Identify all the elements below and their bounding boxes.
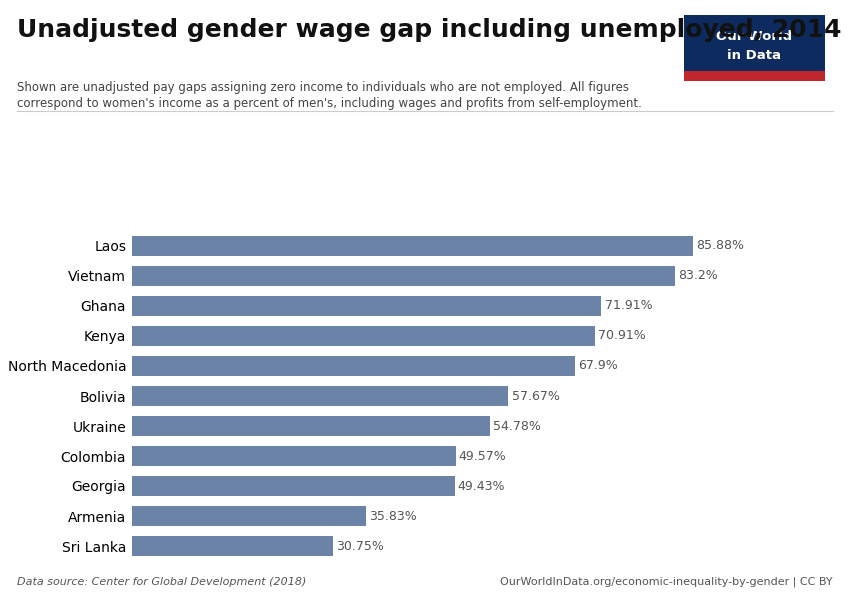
Bar — [132, 356, 575, 376]
Text: correspond to women's income as a percent of men's, including wages and profits : correspond to women's income as a percen… — [17, 97, 642, 110]
Text: 85.88%: 85.88% — [696, 239, 744, 253]
Bar — [132, 326, 595, 346]
Bar — [132, 506, 366, 526]
Text: Our World: Our World — [717, 29, 792, 43]
Text: 57.67%: 57.67% — [512, 389, 559, 403]
Text: Data source: Center for Global Development (2018): Data source: Center for Global Developme… — [17, 577, 306, 587]
Text: Shown are unadjusted pay gaps assigning zero income to individuals who are not e: Shown are unadjusted pay gaps assigning … — [17, 81, 629, 94]
Bar — [132, 296, 602, 316]
FancyBboxPatch shape — [684, 15, 824, 81]
Text: 54.78%: 54.78% — [493, 419, 541, 433]
Bar — [132, 446, 456, 466]
Text: 30.75%: 30.75% — [336, 539, 383, 553]
Text: 83.2%: 83.2% — [678, 269, 718, 283]
Text: 49.43%: 49.43% — [458, 479, 506, 493]
Bar — [132, 386, 508, 406]
Text: in Data: in Data — [728, 49, 781, 62]
Bar — [132, 236, 693, 256]
Bar — [132, 476, 455, 496]
FancyBboxPatch shape — [684, 71, 824, 81]
Text: 70.91%: 70.91% — [598, 329, 646, 343]
Text: 67.9%: 67.9% — [579, 359, 618, 373]
Bar — [132, 536, 332, 556]
Text: 49.57%: 49.57% — [459, 449, 507, 463]
Text: Unadjusted gender wage gap including unemployed, 2014: Unadjusted gender wage gap including une… — [17, 18, 842, 42]
Text: 71.91%: 71.91% — [604, 299, 652, 313]
Bar — [132, 416, 490, 436]
Bar — [132, 266, 675, 286]
Text: 35.83%: 35.83% — [369, 509, 416, 523]
Text: OurWorldInData.org/economic-inequality-by-gender | CC BY: OurWorldInData.org/economic-inequality-b… — [501, 576, 833, 587]
